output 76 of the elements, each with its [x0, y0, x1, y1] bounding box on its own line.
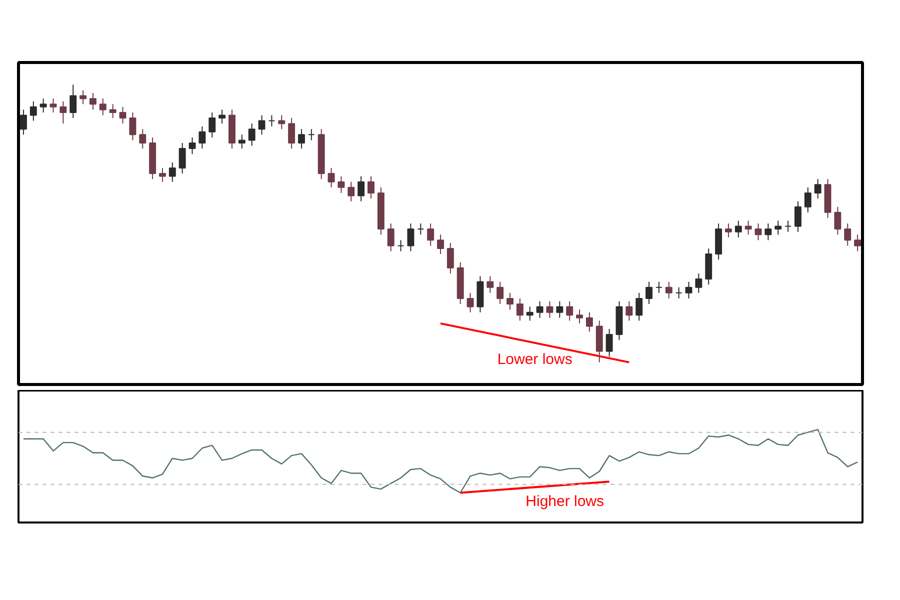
- candlestick: [139, 128, 146, 150]
- candlestick: [358, 176, 365, 202]
- candlestick: [70, 84, 77, 119]
- candlestick: [338, 176, 345, 194]
- candlestick: [248, 123, 256, 146]
- candlestick: [764, 223, 772, 241]
- candlestick: [109, 104, 116, 119]
- candlestick: [744, 220, 752, 236]
- candlestick: [397, 240, 404, 252]
- candlestick: [536, 300, 544, 318]
- candlestick: [655, 281, 662, 294]
- candlestick: [834, 206, 842, 236]
- candlestick: [50, 98, 57, 113]
- candlestick: [814, 178, 822, 200]
- candlestick: [40, 98, 47, 113]
- candlestick: [586, 312, 593, 332]
- candlestick: [665, 281, 672, 299]
- candlestick: [119, 106, 126, 124]
- candlestick: [695, 272, 702, 294]
- candlestick: [685, 281, 692, 299]
- candlestick: [516, 298, 524, 322]
- candlestick: [20, 109, 27, 136]
- candlestick: [427, 223, 434, 246]
- annotation: Lower lows: [497, 350, 572, 368]
- annotation: Higher lows: [526, 493, 604, 510]
- candlestick: [268, 114, 276, 127]
- candlestick: [368, 176, 374, 200]
- candlestick: [60, 100, 67, 124]
- candlestick: [198, 126, 206, 150]
- candlestick: [844, 223, 852, 246]
- candlestick: [328, 167, 335, 188]
- candlestick: [89, 92, 96, 110]
- candlestick: [129, 112, 136, 141]
- candlestick: [218, 109, 226, 124]
- candlestick: [258, 114, 266, 136]
- candlestick: [496, 281, 504, 304]
- candlestick: [208, 112, 216, 138]
- candlestick: [238, 134, 246, 150]
- candlestick: [446, 242, 454, 274]
- candlestick: [566, 300, 574, 322]
- candlestick: [754, 223, 762, 241]
- candlestick: [168, 162, 176, 182]
- candlestick: [854, 234, 862, 252]
- candlestick: [80, 90, 87, 105]
- candlestick: [576, 309, 583, 324]
- candlestick: [606, 328, 613, 358]
- candlestick: [30, 100, 37, 122]
- candlestick: [646, 281, 652, 304]
- candlestick: [724, 223, 732, 238]
- candlestick: [407, 223, 414, 252]
- candlestick: [794, 200, 802, 232]
- candlestick: [387, 223, 394, 252]
- candlestick: [526, 306, 534, 322]
- candlestick: [486, 276, 494, 294]
- candlestick: [784, 220, 792, 232]
- candlestick: [188, 136, 196, 155]
- candlestick: [99, 98, 106, 116]
- candlestick: [734, 220, 742, 238]
- candlestick: [546, 300, 554, 318]
- candlestick: [437, 234, 444, 255]
- candlestick: [804, 186, 812, 213]
- candlestick: [298, 128, 305, 150]
- candlestick: [466, 292, 474, 313]
- candlestick: [417, 223, 424, 236]
- candlestick: [288, 118, 296, 150]
- candlestick: [675, 286, 682, 299]
- candlestick: [348, 181, 355, 202]
- candlestick: [626, 300, 633, 322]
- candlestick: [636, 292, 643, 322]
- candlestick: [159, 167, 166, 182]
- candlestick: [308, 128, 315, 141]
- candlestick: [178, 142, 186, 174]
- candlestick: [506, 292, 514, 310]
- candlestick: [278, 114, 286, 130]
- candlestick: [556, 300, 564, 318]
- candlestick: [774, 220, 782, 236]
